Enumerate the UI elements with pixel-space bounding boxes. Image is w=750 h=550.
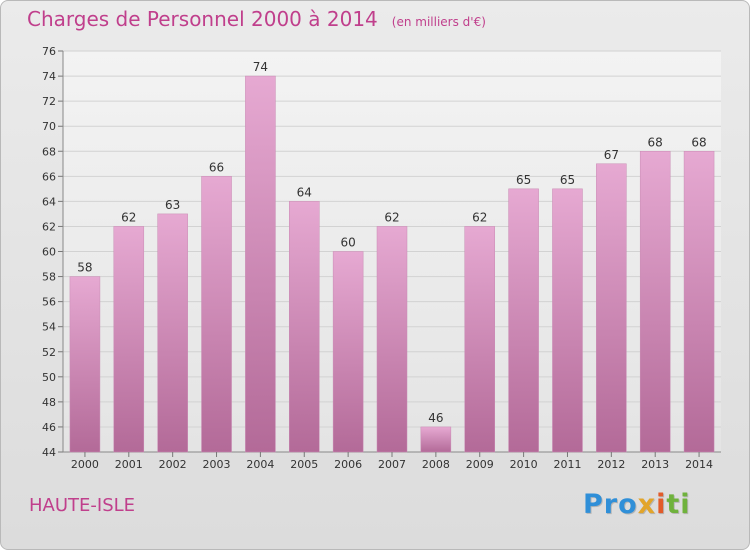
bar-value-label: 58 <box>77 261 92 275</box>
bar <box>508 188 539 453</box>
x-tick-label: 2010 <box>510 458 538 471</box>
logo-part-1: Pro <box>583 489 638 520</box>
y-tick-label: 60 <box>42 246 56 259</box>
x-tick-label: 2007 <box>378 458 406 471</box>
y-tick-label: 54 <box>42 321 56 334</box>
y-tick-label: 50 <box>42 371 56 384</box>
bar-value-label: 67 <box>604 148 619 162</box>
y-tick-label: 46 <box>42 421 56 434</box>
x-tick-label: 2005 <box>290 458 318 471</box>
bar <box>69 276 101 453</box>
chart-title: Charges de Personnel 2000 à 2014 (en mill… <box>27 7 486 31</box>
chart-subtitle: (en milliers d'€) <box>391 15 486 29</box>
bar <box>201 176 232 453</box>
x-tick-label: 2001 <box>115 458 143 471</box>
place-name: HAUTE-ISLE <box>29 495 136 516</box>
x-tick-label: 2004 <box>246 458 274 471</box>
bar-value-label: 65 <box>516 173 531 187</box>
y-tick-label: 48 <box>42 396 56 409</box>
bar <box>464 226 495 453</box>
y-tick-label: 70 <box>42 120 56 133</box>
bar <box>245 75 276 453</box>
logo-part-2: x <box>637 489 657 520</box>
proxiti-logo: Proxiti <box>583 489 691 520</box>
bar <box>157 213 188 453</box>
bar <box>596 163 627 453</box>
bar <box>113 226 145 453</box>
bar-value-label: 62 <box>472 210 487 224</box>
bar-value-label: 68 <box>648 135 663 149</box>
bar-value-label: 46 <box>428 411 443 425</box>
x-tick-label: 2011 <box>553 458 581 471</box>
y-tick-label: 72 <box>42 95 56 108</box>
y-tick-label: 62 <box>42 220 56 233</box>
y-tick-label: 66 <box>42 170 56 183</box>
bar <box>332 251 364 453</box>
y-tick-label: 76 <box>42 45 56 58</box>
x-tick-label: 2000 <box>71 458 99 471</box>
x-tick-label: 2002 <box>159 458 187 471</box>
x-tick-label: 2014 <box>685 458 713 471</box>
x-tick-label: 2009 <box>466 458 494 471</box>
bar-value-label: 65 <box>560 173 575 187</box>
bar-value-label: 63 <box>165 198 180 212</box>
bar-value-label: 62 <box>384 210 399 224</box>
y-tick-label: 52 <box>42 346 56 359</box>
bar <box>289 201 320 453</box>
y-tick-label: 56 <box>42 296 56 309</box>
logo-part-4: ti <box>666 489 691 520</box>
y-tick-label: 74 <box>42 70 56 83</box>
bar-value-label: 68 <box>691 135 706 149</box>
y-tick-label: 68 <box>42 145 56 158</box>
bar-value-label: 64 <box>297 185 312 199</box>
bar-value-label: 62 <box>121 210 136 224</box>
logo-part-3: i <box>656 489 667 520</box>
x-tick-label: 2006 <box>334 458 362 471</box>
bar <box>683 151 715 453</box>
x-tick-label: 2003 <box>203 458 231 471</box>
bar <box>552 188 583 453</box>
chart-title-text: Charges de Personnel 2000 à 2014 <box>27 7 378 31</box>
x-tick-label: 2012 <box>597 458 625 471</box>
bar-value-label: 66 <box>209 160 224 174</box>
bar <box>376 226 408 453</box>
bar-value-label: 60 <box>340 236 355 250</box>
bar <box>420 426 452 453</box>
bar <box>639 151 671 453</box>
y-tick-label: 44 <box>42 446 56 459</box>
x-tick-label: 2008 <box>422 458 450 471</box>
y-tick-label: 58 <box>42 271 56 284</box>
y-tick-label: 64 <box>42 195 56 208</box>
bar-value-label: 74 <box>253 60 268 74</box>
x-tick-label: 2013 <box>641 458 669 471</box>
